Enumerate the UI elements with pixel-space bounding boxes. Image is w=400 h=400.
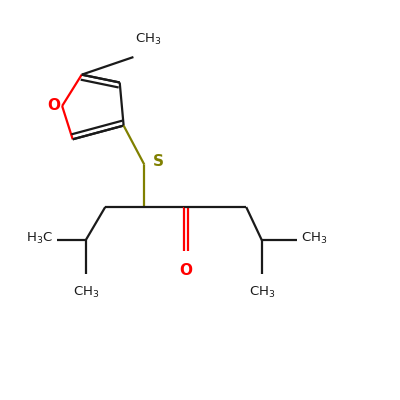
Text: CH$_3$: CH$_3$ (301, 231, 328, 246)
Text: CH$_3$: CH$_3$ (250, 285, 276, 300)
Text: O: O (179, 263, 192, 278)
Text: CH$_3$: CH$_3$ (135, 32, 162, 47)
Text: CH$_3$: CH$_3$ (73, 285, 100, 300)
Text: S: S (153, 154, 164, 169)
Text: O: O (47, 98, 60, 113)
Text: H$_3$C: H$_3$C (26, 231, 53, 246)
